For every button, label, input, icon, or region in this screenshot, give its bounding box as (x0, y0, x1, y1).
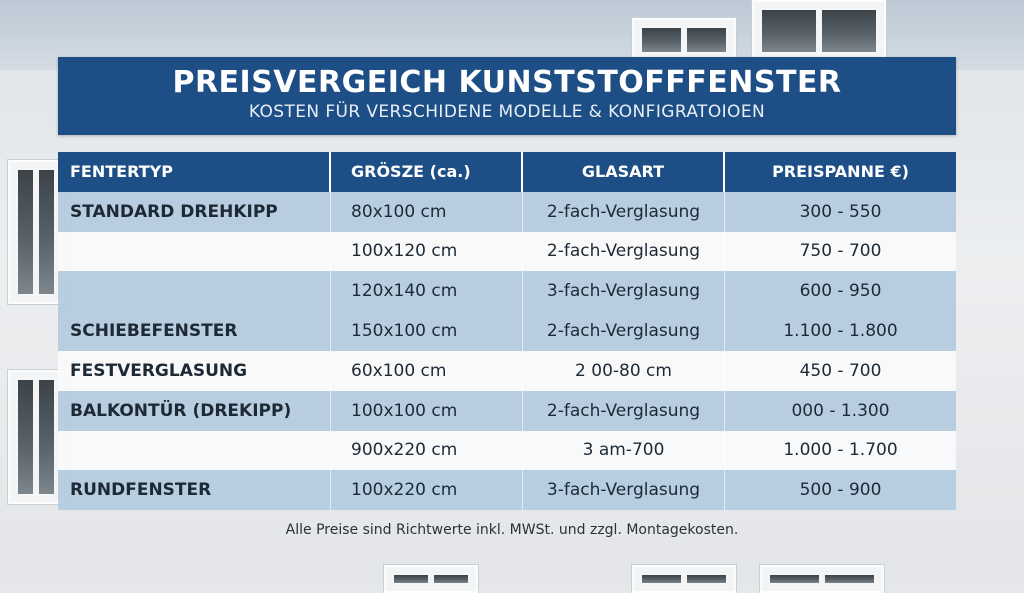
cell-glass: 2-fach-Verglasung (523, 191, 725, 232)
cell-type: STANDARD DREHKIPP (58, 191, 331, 232)
cell-glass: 3-fach-Verglasung (523, 470, 725, 511)
page-subtitle: KOSTEN FÜR VERSCHIDENE MODELLE & KONFIGR… (248, 102, 766, 122)
cell-type: RUNDFENSTER (58, 470, 331, 511)
table-row: RUNDFENSTER 100x220 cm 3-fach-Verglasung… (58, 470, 956, 511)
cell-size: 80x100 cm (331, 191, 523, 232)
header-cell-glass: GLASART (523, 152, 725, 192)
cell-price: 000 - 1.300 (791, 400, 890, 421)
window-picture (632, 18, 736, 62)
cell-size: 900x220 cm (331, 430, 523, 471)
table-row: 900x220 cm 3 am-700 1.000 - 1.700 (58, 430, 956, 471)
table-row: BALKONTÜR (DREKIPP) 100x100 cm 2-fach-Ve… (58, 390, 956, 431)
cell-type: FESTVERGLASUNG (58, 350, 331, 391)
cell-price: 450 - 700 (799, 360, 882, 381)
page-title: PREISVERGEICH KUNSTSTOFFFENSTER (172, 65, 842, 100)
cell-type: BALKONTÜR (DREKIPP) (58, 390, 331, 431)
table-row: SCHIEBEFENSTER 150x100 cm 2-fach-Verglas… (58, 311, 956, 351)
cell-price: 750 - 700 (799, 241, 882, 262)
window-picture (384, 565, 478, 593)
table-row: 120x140 cm 3-fach-Verglasung 600 - 950 (58, 271, 956, 312)
cell-glass: 3 am-700 (523, 430, 725, 471)
cell-size: 100x220 cm (331, 470, 523, 511)
cell-price: 1.100 - 1.800 (783, 321, 898, 342)
table-header-row: FENTERTYP GRÖSZE (ca.) GLASART PREISPANN… (58, 152, 956, 192)
cell-price: 600 - 950 (799, 281, 882, 302)
cell-type (58, 231, 331, 272)
header-cell-type: FENTERTYP (58, 152, 331, 192)
cell-type: SCHIEBEFENSTER (58, 311, 331, 351)
cell-glass: 2-fach-Verglasung (523, 311, 725, 351)
cell-type (58, 430, 331, 471)
table-row: STANDARD DREHKIPP 80x100 cm 2-fach-Vergl… (58, 191, 956, 232)
cell-glass: 2 00-80 cm (523, 350, 725, 391)
cell-price: 300 - 550 (799, 201, 882, 222)
window-picture (8, 370, 64, 504)
cell-glass: 3-fach-Verglasung (523, 271, 725, 312)
cell-size: 100x100 cm (331, 390, 523, 431)
title-banner: PREISVERGEICH KUNSTSTOFFFENSTER KOSTEN F… (58, 57, 956, 135)
window-picture (632, 565, 736, 593)
cell-size: 60x100 cm (331, 350, 523, 391)
header-cell-price: PREISPANNE €) (772, 162, 909, 182)
cell-price: 1.000 - 1.700 (783, 440, 898, 461)
price-table: FENTERTYP GRÖSZE (ca.) GLASART PREISPANN… (58, 152, 956, 511)
window-picture (8, 160, 64, 304)
cell-size: 150x100 cm (331, 311, 523, 351)
cell-glass: 2-fach-Verglasung (523, 231, 725, 272)
cell-type (58, 271, 331, 312)
header-cell-size: GRÖSZE (ca.) (331, 152, 523, 192)
cell-price: 500 - 900 (799, 480, 882, 501)
cell-size: 100x120 cm (331, 231, 523, 272)
window-picture (760, 565, 884, 593)
cell-glass: 2-fach-Verglasung (523, 390, 725, 431)
footnote: Alle Preise sind Richtwerte inkl. MWSt. … (285, 522, 739, 538)
table-row: 100x120 cm 2-fach-Verglasung 750 - 700 (58, 231, 956, 272)
window-picture (752, 0, 886, 62)
cell-size: 120x140 cm (331, 271, 523, 312)
table-row: FESTVERGLASUNG 60x100 cm 2 00-80 cm 450 … (58, 350, 956, 391)
